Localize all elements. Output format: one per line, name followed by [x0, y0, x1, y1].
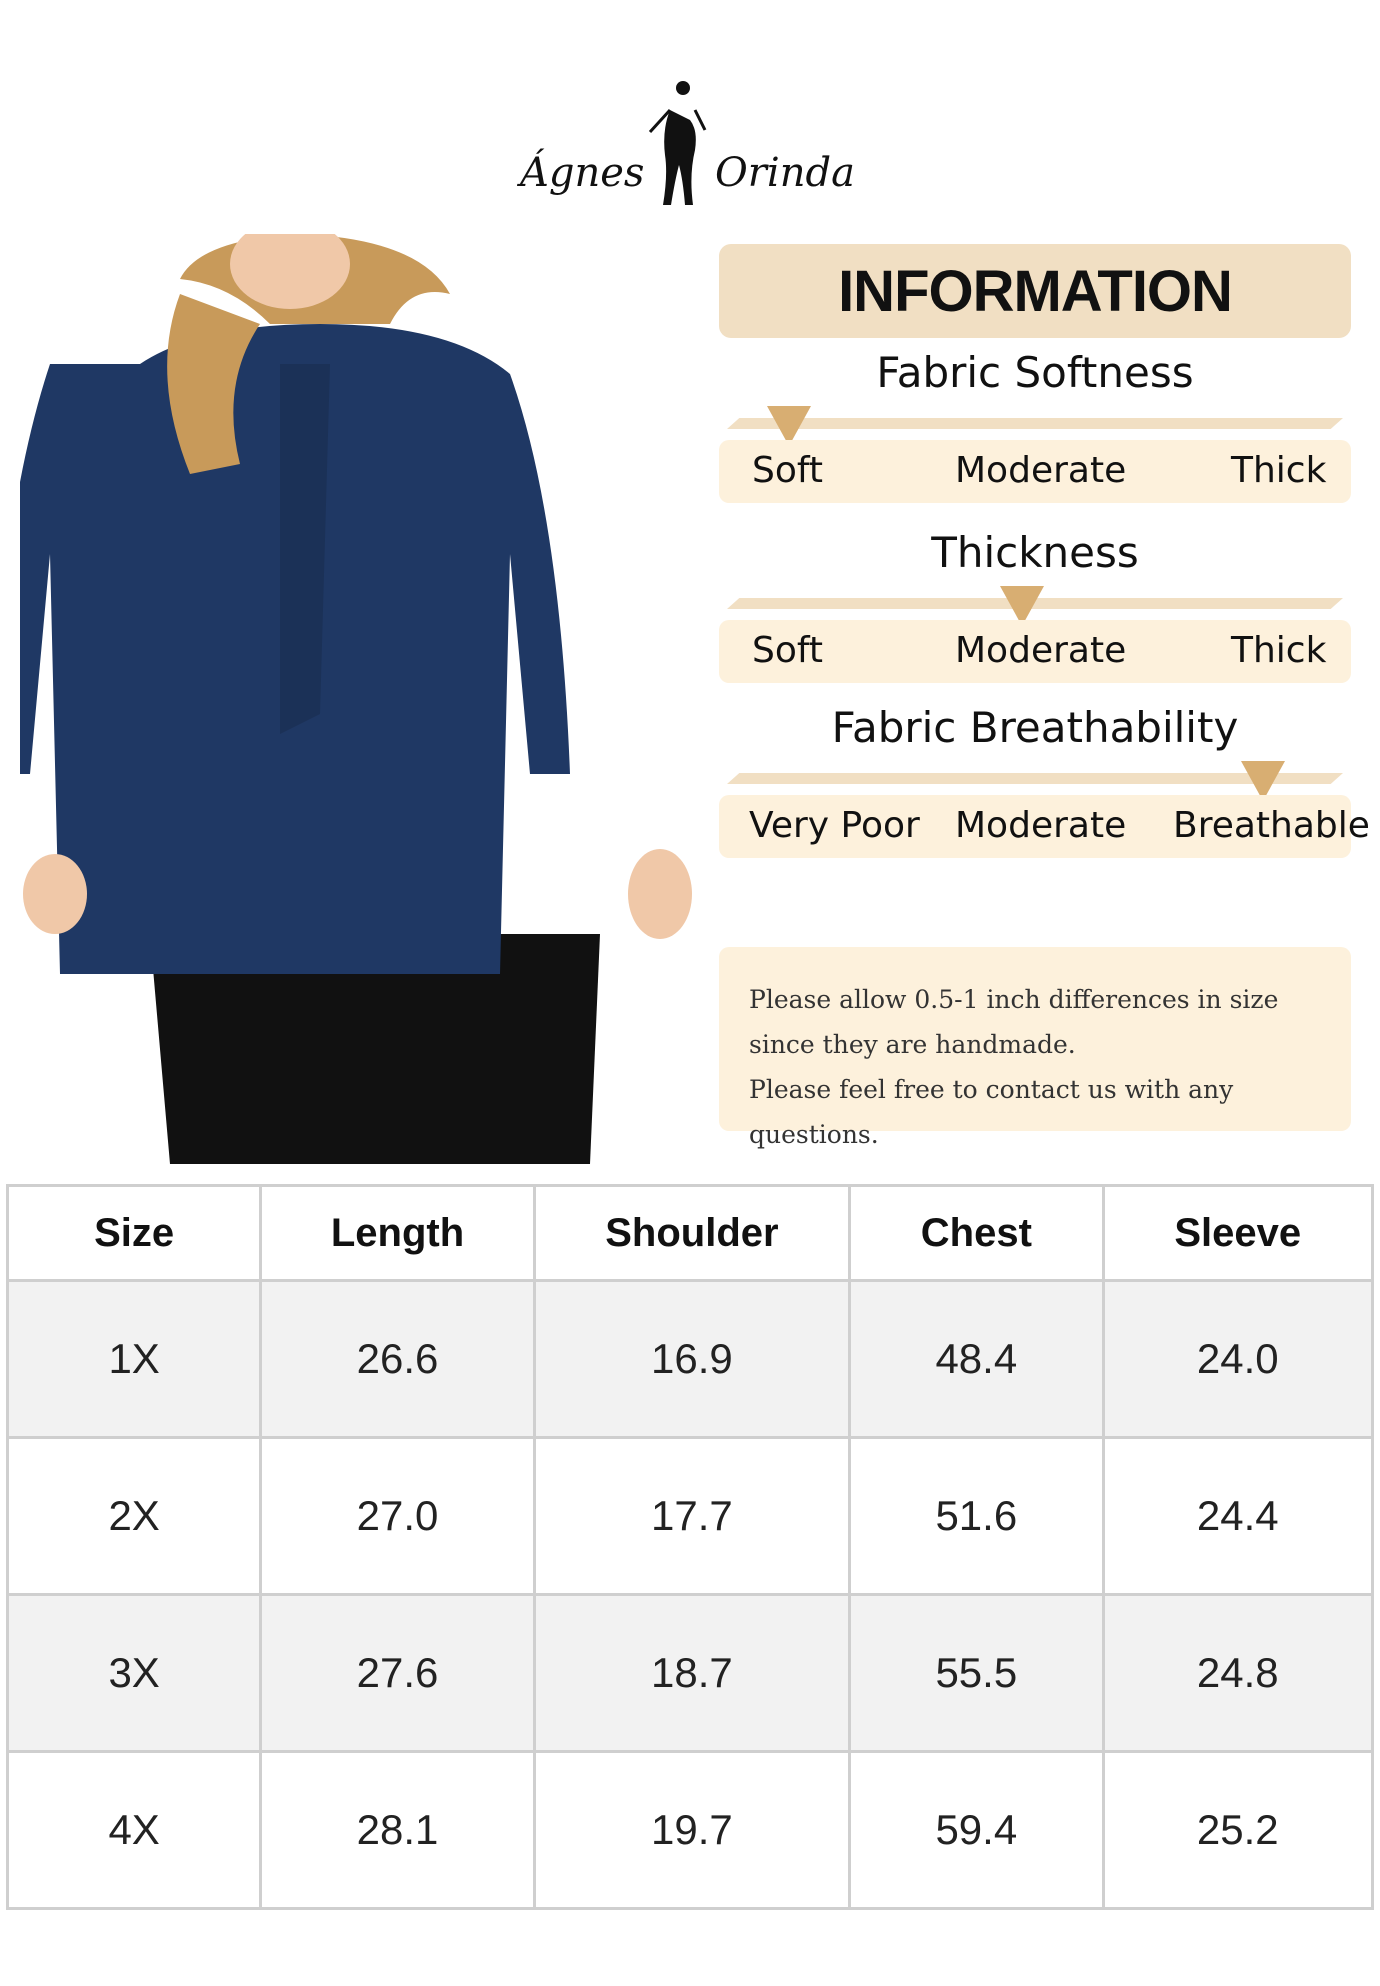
header-shoulder: Shoulder — [532, 1184, 852, 1282]
header-length: Length — [259, 1184, 536, 1282]
table-row: 2X 27.0 17.7 51.6 24.4 — [5, 1436, 1375, 1596]
table-header-row: Size Length Shoulder Chest Sleeve — [5, 1184, 1375, 1282]
label-high: Thick — [1231, 450, 1327, 491]
rating-marker-icon — [1000, 586, 1045, 626]
rating-bar — [727, 773, 1343, 784]
label-mid: Moderate — [955, 630, 1127, 671]
note-line: Please allow 0.5-1 inch differences in s… — [749, 985, 1279, 1014]
rating-title: Fabric Breathability — [831, 703, 1239, 752]
table-cell-length: 28.1 — [259, 1750, 536, 1910]
table-cell-chest: 55.5 — [848, 1593, 1105, 1753]
rating-labels: Very Poor Moderate Breathable — [719, 795, 1370, 858]
label-high: Thick — [1231, 630, 1327, 671]
table-row: 3X 27.6 18.7 55.5 24.8 — [5, 1593, 1375, 1753]
table-cell-sleeve: 24.4 — [1101, 1436, 1375, 1596]
rating-title: Thickness — [931, 528, 1139, 577]
table-row: 1X 26.6 16.9 48.4 24.0 — [5, 1279, 1375, 1439]
size-note: Please allow 0.5-1 inch differences in s… — [719, 947, 1351, 1149]
rating-thickness: Thickness Soft Moderate Thick — [719, 528, 1351, 693]
rating-marker-icon — [766, 406, 811, 446]
rating-bar — [727, 418, 1343, 429]
table-cell-sleeve: 24.0 — [1101, 1279, 1375, 1439]
header-chest: Chest — [848, 1184, 1105, 1282]
table-cell-shoulder: 18.7 — [532, 1593, 852, 1753]
table-cell-size: 3X — [5, 1593, 263, 1753]
table-cell-size: 1X — [5, 1279, 263, 1439]
label-low: Soft — [752, 630, 824, 671]
logo-text-left: Ágnes — [520, 150, 645, 196]
table-cell-length: 27.0 — [259, 1436, 536, 1596]
table-cell-chest: 59.4 — [848, 1750, 1105, 1910]
product-photo — [0, 219, 710, 1164]
table-cell-length: 26.6 — [259, 1279, 536, 1439]
table-cell-sleeve: 25.2 — [1101, 1750, 1375, 1910]
table-cell-size: 4X — [5, 1750, 263, 1910]
label-mid: Moderate — [955, 805, 1127, 846]
header-size: Size — [5, 1184, 263, 1282]
rating-fabric-breathability: Fabric Breathability Very Poor Moderate … — [719, 703, 1370, 868]
table-cell-sleeve: 24.8 — [1101, 1593, 1375, 1753]
table-cell-shoulder: 17.7 — [532, 1436, 852, 1596]
label-high: Breathable — [1173, 805, 1370, 846]
label-low: Soft — [752, 450, 824, 491]
size-chart-table: Size Length Shoulder Chest Sleeve 1X 26.6… — [5, 1184, 1375, 1910]
rating-title: Fabric Softness — [876, 348, 1194, 397]
brand-logo: Ágnes Orinda — [520, 70, 855, 215]
information-heading: INFORMATION — [719, 244, 1351, 338]
logo-figure-icon — [648, 81, 707, 205]
table-cell-size: 2X — [5, 1436, 263, 1596]
logo-text-right: Orinda — [715, 150, 855, 196]
note-line: since they are handmade. — [749, 1030, 1076, 1059]
note-line: Please feel free to contact us with any … — [749, 1075, 1234, 1149]
label-mid: Moderate — [955, 450, 1127, 491]
rating-marker-icon — [1240, 761, 1285, 801]
table-cell-chest: 48.4 — [848, 1279, 1105, 1439]
table-cell-shoulder: 16.9 — [532, 1279, 852, 1439]
table-cell-length: 27.6 — [259, 1593, 536, 1753]
table-cell-shoulder: 19.7 — [532, 1750, 852, 1910]
rating-fabric-softness: Fabric Softness Soft Moderate Thick — [719, 348, 1351, 513]
header-sleeve: Sleeve — [1101, 1184, 1375, 1282]
table-row: 4X 28.1 19.7 59.4 25.2 — [5, 1750, 1375, 1910]
label-low: Very Poor — [749, 805, 920, 846]
table-cell-chest: 51.6 — [848, 1436, 1105, 1596]
rating-labels: Soft Moderate Thick — [719, 620, 1351, 683]
rating-labels: Soft Moderate Thick — [719, 440, 1351, 503]
